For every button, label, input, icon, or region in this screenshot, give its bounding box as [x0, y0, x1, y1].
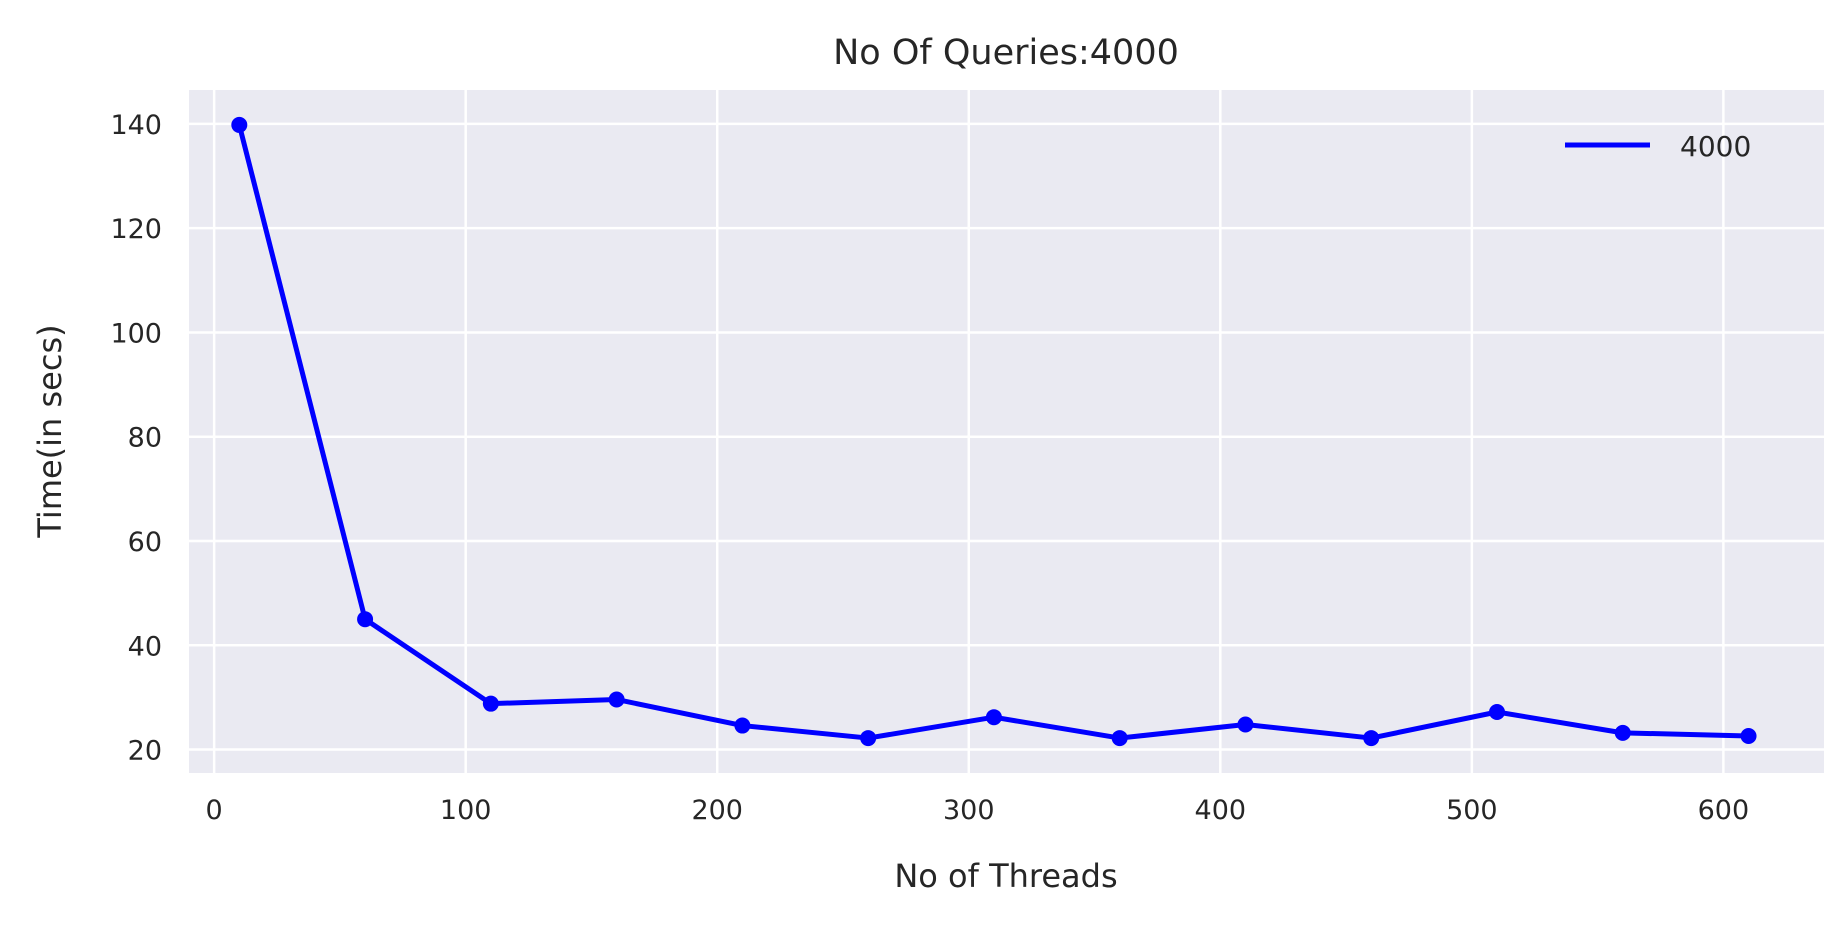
data-point	[608, 691, 625, 708]
data-point	[357, 611, 374, 628]
y-tick-label: 60	[128, 527, 162, 558]
x-tick-label: 0	[206, 795, 223, 826]
x-tick-label: 600	[1698, 795, 1750, 826]
legend-label: 4000	[1680, 130, 1751, 163]
legend: 4000	[1565, 130, 1751, 163]
data-point	[1111, 730, 1128, 747]
y-tick-label: 120	[110, 214, 162, 245]
data-point	[1489, 703, 1505, 720]
y-tick-label: 80	[128, 423, 162, 454]
x-axis-label: No of Threads	[894, 857, 1117, 895]
data-point	[1614, 724, 1631, 741]
series-layer	[231, 116, 1757, 747]
x-tick-label: 300	[943, 795, 995, 826]
data-point	[482, 695, 499, 712]
y-axis-label: Time(in secs)	[31, 324, 69, 538]
data-point	[860, 730, 877, 747]
data-point	[734, 717, 751, 734]
x-tick-label: 200	[691, 795, 743, 826]
y-tick-label: 40	[128, 631, 162, 662]
data-point	[1237, 716, 1254, 733]
x-tick-label: 500	[1446, 795, 1498, 826]
y-tick-labels: 20 40 60 80 100 120 140	[110, 110, 162, 767]
grid-lines	[189, 90, 1824, 773]
data-point	[985, 709, 1002, 726]
y-tick-label: 20	[128, 736, 162, 767]
data-point	[231, 116, 248, 133]
chart-title: No Of Queries:4000	[833, 33, 1179, 73]
x-tick-labels: 0 100 200 300 400 500 600	[206, 795, 1750, 826]
y-tick-label: 100	[110, 318, 162, 349]
x-tick-label: 400	[1195, 795, 1247, 826]
data-point	[1740, 727, 1757, 744]
plot-area	[189, 90, 1824, 773]
x-tick-label: 100	[440, 795, 492, 826]
y-tick-label: 140	[110, 110, 162, 141]
data-point	[1363, 730, 1380, 747]
